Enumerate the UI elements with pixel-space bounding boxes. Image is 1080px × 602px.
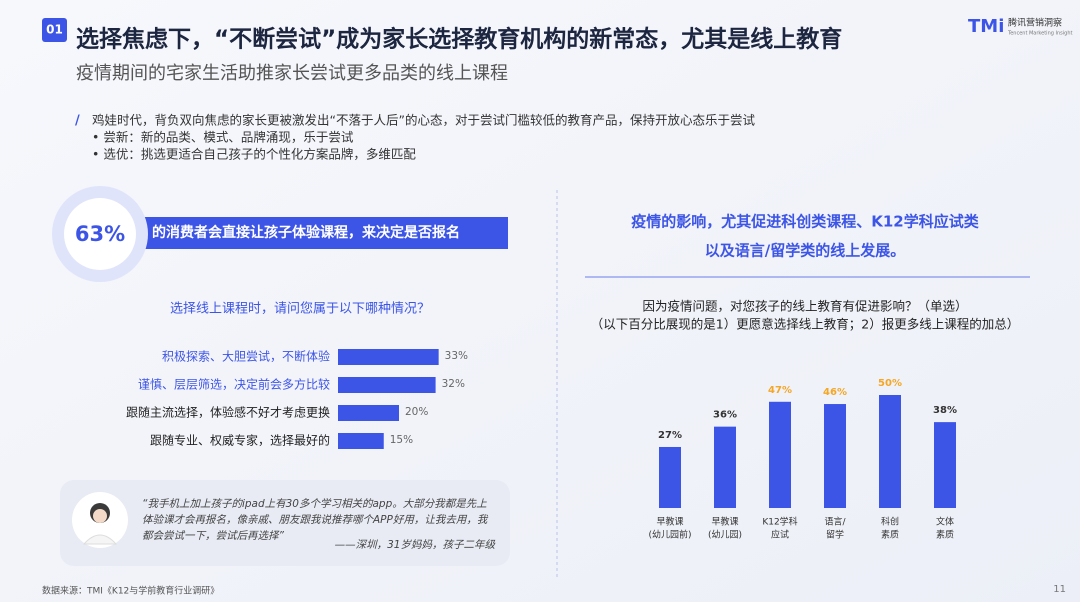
title: 选择焦虑下，“不断尝试”成为家长选择教育机构的新常态，尤其是线上教育 [76,26,842,53]
value-label: 15% [390,434,413,446]
category-label: K12学科 [762,516,797,528]
category-label: 文体 [936,516,954,528]
chart-title: 以及语言/留学类的线上发展。 [705,242,905,260]
bar [769,401,791,508]
bullet: • 尝新：新的品类、模式、品牌涌现，乐于尝试 [92,130,354,145]
value-label: 20% [405,406,428,418]
category-label: 谨慎、层层筛选，决定前会多方比较 [138,377,330,392]
chart-subtitle: （以下百分比展现的是1）更愿意选择线上教育；2）报更多线上课程的加总） [591,317,1019,332]
value-label: 27% [658,430,682,441]
tag: 01 [46,23,63,37]
quote-line: 体验课才会再报名，像亲戚、朋友跟我说推荐哪个APP好用，让我去用，我 [142,514,489,526]
intro-mark: / [75,114,80,129]
bar [659,446,681,508]
bar [338,349,439,365]
category-label: 跟随主流选择，体验感不好才考虑更换 [126,405,330,420]
category-label: 留学 [826,529,844,541]
category-label: (幼儿园前) [648,529,691,541]
logo-en: Tencent Marketing Insight [1007,31,1072,37]
category-label: (幼儿园) [708,529,742,541]
bar [824,404,846,508]
value-label: 32% [442,378,465,390]
quote-box [60,480,510,566]
bar [934,422,956,508]
avatar-face [93,509,107,523]
callout-percent: 63% [75,222,125,246]
category-label: 应试 [771,529,789,541]
category-label: 语言/ [824,516,846,528]
intro-text: 鸡娃时代，背负双向焦虑的家长更被激发出“不落于人后”的心态，对于尝试门槛较低的教… [92,113,755,128]
value-label: 33% [445,350,468,362]
chart-title: 选择线上课程时，请问您属于以下哪种情况？ [170,301,430,317]
callout-banner [140,217,508,249]
subtitle: 疫情期间的宅家生活助推家长尝试更多品类的线上课程 [76,63,508,84]
logo-cn: 腾讯营销洞察 [1008,17,1062,29]
bullet: • 选优：挑选更适合自己孩子的个性化方案品牌，多维匹配 [92,147,416,162]
quote-line: “我手机上加上孩子的ipad上有30多个学习相关的app。大部分我都是先上 [142,498,487,510]
category-label: 早教课 [711,516,738,528]
value-label: 50% [878,378,902,389]
category-label: 早教课 [656,516,683,528]
logo: TMi [968,16,1004,37]
value-label: 36% [713,410,737,421]
category-label: 积极探索、大胆尝试，不断体验 [162,349,330,364]
tag-box [42,18,67,42]
footer-source: 数据来源：TMI《K12与学前教育行业调研》 [42,585,219,597]
value-label: 46% [823,387,847,398]
category-label: 跟随专业、权威专家，选择最好的 [150,433,330,448]
callout-circle [64,198,136,270]
chart-subtitle: 因为疫情问题，对您孩子的线上教育有促进影响？（单选） [642,299,967,314]
bar [714,426,736,508]
quote-line: 都会尝试一下，尝试后再选择” [142,530,284,542]
bar [338,377,436,393]
category-label: 科创 [881,516,899,528]
value-label: 47% [768,385,792,396]
callout-text: 的消费者会直接让孩子体验课程，来决定是否报名 [152,224,460,241]
chart-title: 疫情的影响，尤其促进科创类课程、K12学科应试类 [631,213,979,231]
category-label: 素质 [936,529,954,541]
page-number: 11 [1053,584,1066,595]
quote-source: ——深圳，31岁妈妈，孩子二年级 [335,539,496,551]
bar [338,433,384,449]
avatar-body [82,534,118,545]
bar [879,395,901,508]
value-label: 38% [933,405,957,416]
bar [338,405,399,421]
category-label: 素质 [881,529,899,541]
